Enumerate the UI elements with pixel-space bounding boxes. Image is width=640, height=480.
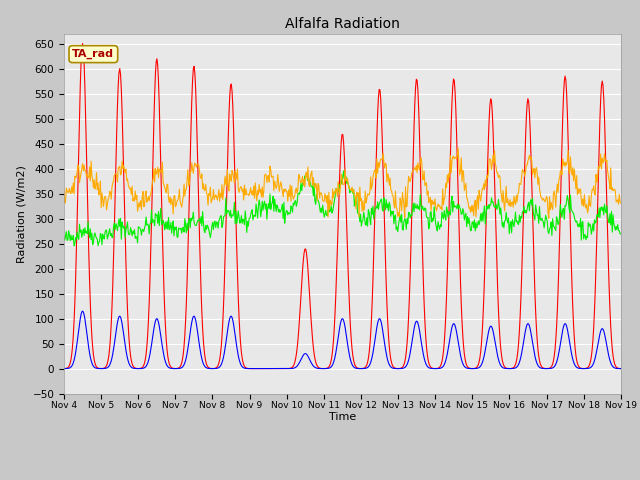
SWout xyxy=(70,357,78,363)
LWout xyxy=(184,167,192,172)
Title: Alfalfa Radiation: Alfalfa Radiation xyxy=(285,17,400,31)
SWin xyxy=(128,361,136,367)
Y-axis label: Radiation (W/m2): Radiation (W/m2) xyxy=(17,165,27,263)
LWin xyxy=(340,168,348,174)
Line: LWout: LWout xyxy=(64,148,621,218)
SWin xyxy=(428,365,436,371)
SWin xyxy=(214,362,222,368)
SWout xyxy=(428,366,436,372)
SWin xyxy=(60,366,68,372)
LWout xyxy=(426,194,434,200)
LWin xyxy=(70,243,78,249)
LWin xyxy=(128,233,136,239)
Text: TA_rad: TA_rad xyxy=(72,49,115,59)
SWin xyxy=(246,366,253,372)
SWout xyxy=(60,366,68,372)
LWout xyxy=(70,191,78,197)
LWout xyxy=(410,167,418,172)
Line: SWout: SWout xyxy=(64,311,621,369)
LWout xyxy=(454,145,462,151)
SWout xyxy=(412,320,419,325)
LWin xyxy=(185,218,193,224)
SWin xyxy=(412,84,419,90)
LWin xyxy=(428,219,436,225)
SWin xyxy=(617,366,625,372)
SWin xyxy=(79,41,86,47)
LWin xyxy=(617,231,625,237)
SWout xyxy=(79,308,86,314)
LWout xyxy=(214,197,221,203)
Line: LWin: LWin xyxy=(64,171,621,246)
LWin xyxy=(94,243,102,249)
Line: SWin: SWin xyxy=(64,44,621,369)
LWin xyxy=(214,225,222,231)
LWout xyxy=(60,189,68,194)
SWout xyxy=(617,366,625,372)
LWin xyxy=(60,234,68,240)
SWout xyxy=(185,340,193,346)
Legend: SWin, SWout, LWin, LWout: SWin, SWout, LWin, LWout xyxy=(189,477,496,480)
SWout xyxy=(128,365,136,371)
SWin xyxy=(70,318,78,324)
SWin xyxy=(185,220,193,226)
LWout xyxy=(545,216,552,221)
X-axis label: Time: Time xyxy=(329,412,356,421)
SWout xyxy=(246,366,253,372)
LWout xyxy=(617,200,625,206)
SWout xyxy=(214,365,222,371)
LWin xyxy=(412,205,419,211)
LWout xyxy=(127,192,135,197)
